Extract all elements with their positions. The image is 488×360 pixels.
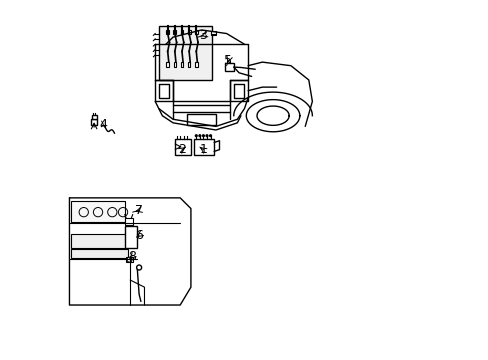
Text: 4: 4 — [99, 118, 107, 131]
Circle shape — [199, 135, 201, 136]
Circle shape — [205, 135, 207, 136]
FancyBboxPatch shape — [175, 139, 190, 155]
FancyBboxPatch shape — [71, 234, 128, 248]
FancyBboxPatch shape — [71, 249, 128, 258]
Text: 6: 6 — [135, 229, 143, 242]
FancyBboxPatch shape — [166, 30, 169, 33]
FancyBboxPatch shape — [71, 201, 124, 222]
FancyBboxPatch shape — [180, 30, 183, 33]
FancyBboxPatch shape — [195, 62, 197, 67]
FancyBboxPatch shape — [166, 62, 168, 67]
Text: 3: 3 — [199, 29, 207, 42]
FancyBboxPatch shape — [173, 30, 176, 33]
FancyBboxPatch shape — [187, 62, 190, 67]
FancyBboxPatch shape — [124, 218, 132, 225]
FancyBboxPatch shape — [224, 63, 233, 71]
FancyBboxPatch shape — [91, 119, 97, 125]
FancyBboxPatch shape — [125, 257, 133, 262]
FancyBboxPatch shape — [173, 62, 176, 67]
Text: 1: 1 — [199, 143, 207, 156]
Circle shape — [127, 257, 132, 262]
Circle shape — [202, 135, 204, 136]
Circle shape — [136, 265, 142, 270]
FancyBboxPatch shape — [91, 115, 97, 119]
Text: 2: 2 — [178, 143, 185, 156]
Text: 8: 8 — [128, 250, 136, 263]
Text: 7: 7 — [135, 204, 143, 217]
FancyBboxPatch shape — [210, 31, 216, 35]
Circle shape — [209, 135, 211, 136]
Text: 5: 5 — [224, 54, 232, 67]
FancyBboxPatch shape — [194, 30, 197, 33]
FancyBboxPatch shape — [124, 226, 137, 248]
FancyBboxPatch shape — [194, 139, 214, 155]
FancyBboxPatch shape — [159, 26, 212, 80]
FancyBboxPatch shape — [181, 62, 183, 67]
Circle shape — [195, 135, 197, 136]
FancyBboxPatch shape — [187, 30, 190, 33]
